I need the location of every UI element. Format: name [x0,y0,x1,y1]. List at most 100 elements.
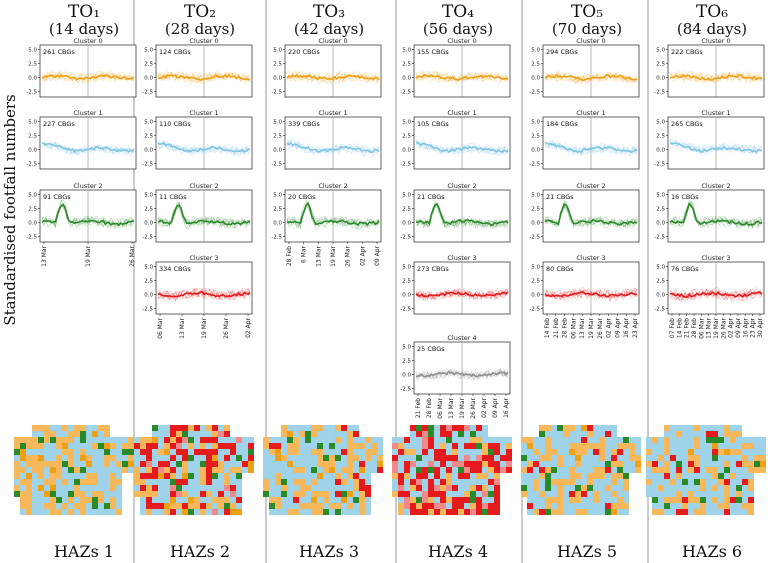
map-cell [569,437,575,443]
map-cell [194,509,200,515]
map-cell [551,503,557,509]
map-cell [62,497,68,503]
map-cell [80,509,86,515]
map-cell [587,443,593,449]
map-cell [392,443,398,449]
map-cell [575,437,581,443]
map-cell [281,485,287,491]
map-cell [56,431,62,437]
map-cell [32,485,38,491]
y-tick-label: 2.5 [656,133,665,139]
map-cell [38,467,44,473]
map-cell [700,491,706,497]
map-cell [116,509,122,515]
map-cell [317,509,323,515]
map-cell [742,509,748,515]
cbg-trace [157,288,251,301]
map-cell [611,503,617,509]
map-cell [116,443,122,449]
map-cell [623,479,629,485]
map-cell [593,425,599,431]
map-cell [182,461,188,467]
map-cell [146,509,152,515]
map-cell [170,491,176,497]
map-cell [44,449,50,455]
map-cell [242,461,248,467]
map-cell [545,503,551,509]
map-cell [694,449,700,455]
map-cell [269,449,275,455]
map-cell [353,467,359,473]
map-cell [545,485,551,491]
map-cell [587,473,593,479]
map-cell [188,503,194,509]
map-cell [488,443,494,449]
y-tick-label: -2.5 [400,89,411,95]
map-cell [718,479,724,485]
map-cell [263,473,269,479]
map-cell [152,485,158,491]
map-cell [494,497,500,503]
map-cell [593,437,599,443]
map-cell [293,461,299,467]
map-cell [428,455,434,461]
map-cell [694,443,700,449]
cluster-mean-line [544,142,638,153]
map-cell [299,449,305,455]
map-cell [527,449,533,455]
map-cell [527,509,533,515]
map-cell [533,485,539,491]
map-cell [593,509,599,515]
map-cell [353,509,359,515]
map-cell [122,443,128,449]
map-cell [164,497,170,503]
map-cell [158,473,164,479]
map-cell [20,461,26,467]
x-tick-label: 02 Apr [245,317,252,337]
map-cell [712,449,718,455]
map-cell [452,461,458,467]
map-cell [652,479,658,485]
map-cell [293,497,299,503]
map-cell [311,467,317,473]
map-cell [74,425,80,431]
map-cell [194,485,200,491]
y-tick-label: 0.0 [656,220,665,226]
map-cell [347,497,353,503]
map-cell [706,431,712,437]
map-cell [404,449,410,455]
map-cell [694,473,700,479]
map-cell [335,449,341,455]
x-tick-label: 06 Mar [157,317,164,338]
y-tick-label: 0.0 [402,75,411,81]
map-cell [236,509,242,515]
map-cell [140,473,146,479]
map-cell [188,509,194,515]
map-cell [652,485,658,491]
map-cell [32,479,38,485]
map-cell [587,497,593,503]
map-cell [110,455,116,461]
panel-subtitle: (42 days) [294,20,364,38]
map-cell [500,467,506,473]
map-cell [440,455,446,461]
x-tick-label: 07 Feb [669,318,676,338]
map-cell [62,509,68,515]
cbg-trace [41,139,134,156]
cluster-count: 261 CBGs [43,48,75,56]
y-tick-label: 2.5 [28,61,37,67]
map-cell [623,497,629,503]
x-tick-label: 14 Feb [676,318,683,338]
map-cell [365,497,371,503]
map-cell [718,455,724,461]
map-cell [56,467,62,473]
map-cell [736,443,742,449]
map-cell [134,485,140,491]
map-cell [353,461,359,467]
map-cell [748,497,754,503]
map-cell [38,497,44,503]
cluster-count: 76 CBGs [671,265,699,273]
map-cell [569,461,575,467]
x-tick-label: 13 Mar [315,245,322,266]
map-cell [652,467,658,473]
